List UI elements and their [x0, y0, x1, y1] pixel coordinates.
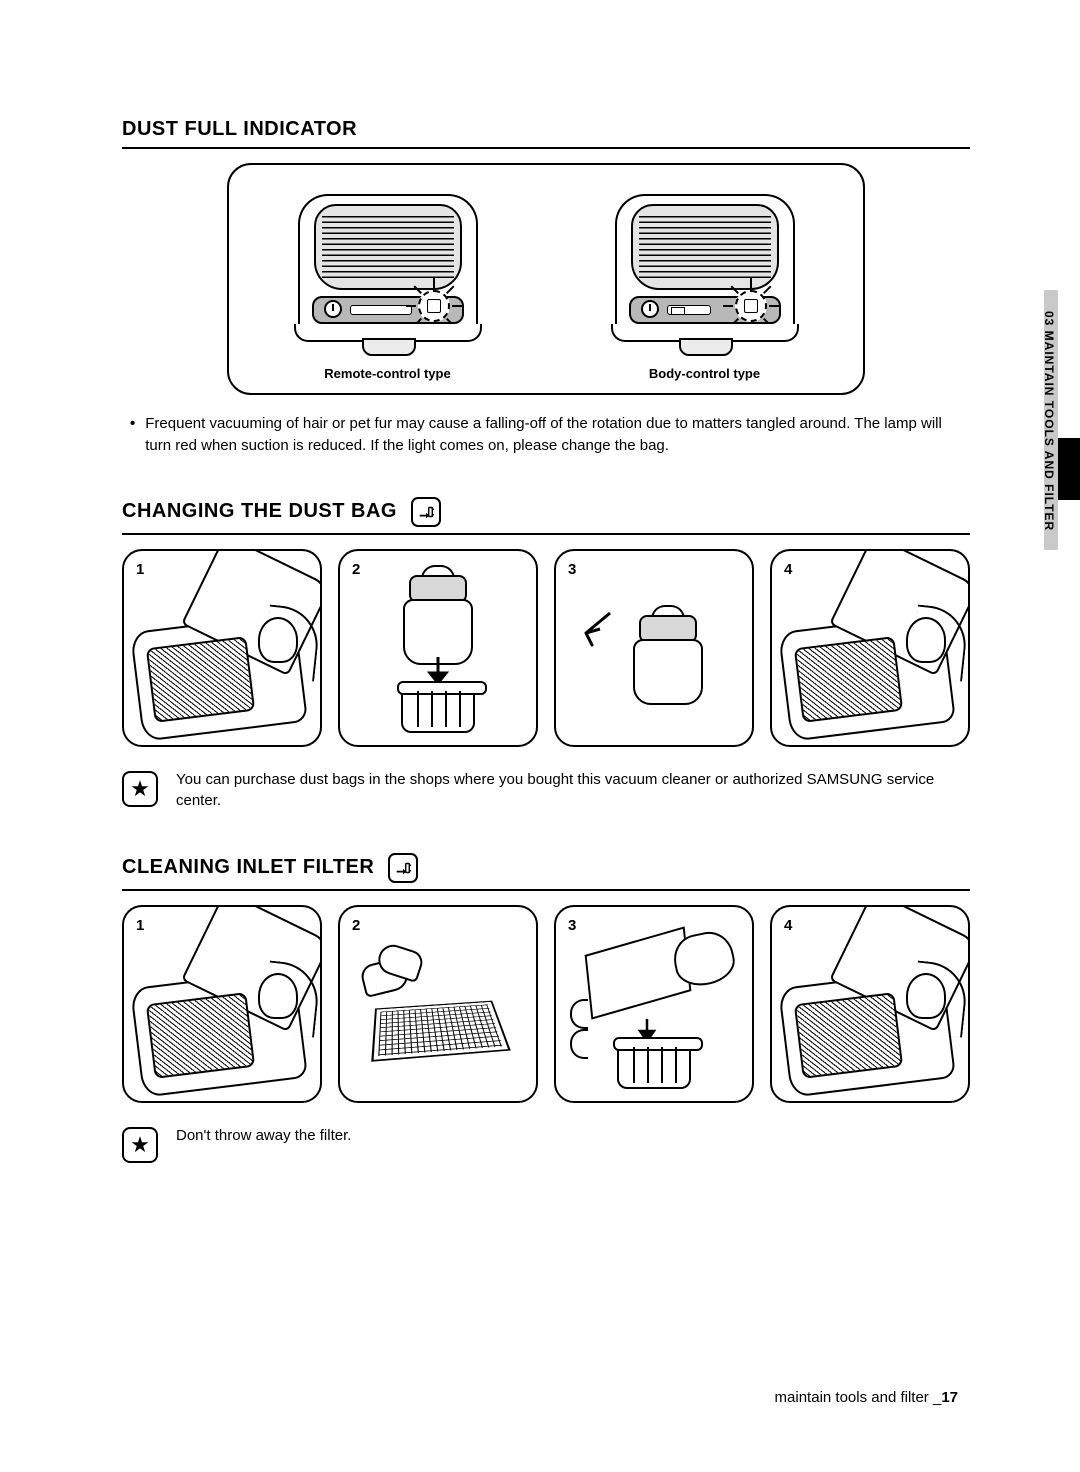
illustration-remove-bag [348, 571, 528, 737]
unplug-icon [411, 497, 441, 527]
illustration-reinsert [780, 915, 960, 1093]
star-icon: ★ [122, 1127, 158, 1163]
step-card: 4 [770, 905, 970, 1103]
note-keep-filter: ★ Don't throw away the filter. [122, 1125, 970, 1163]
illustration-open-lid [132, 559, 312, 737]
illustration-remove-filter [348, 927, 528, 1093]
section-tab-label: 03 MAINTAIN TOOLS AND FILTER [1042, 311, 1056, 531]
note-buy-bags: ★ You can purchase dust bags in the shop… [122, 769, 970, 811]
caption-remote: Remote-control type [324, 366, 450, 381]
step-card: 2 [338, 549, 538, 747]
step-card: 4 [770, 549, 970, 747]
illustration-remote-type [278, 188, 498, 358]
illustration-body-type [595, 188, 815, 358]
figure-dust-indicator: Remote-control type [227, 163, 865, 395]
illustration-shake-filter [564, 927, 744, 1093]
step-card: 1 [122, 549, 322, 747]
illustration-open [132, 915, 312, 1093]
step-card: 1 [122, 905, 322, 1103]
caption-body: Body-control type [649, 366, 760, 381]
steps-change-bag: 1 2 3 4 [122, 549, 970, 747]
page-footer: maintain tools and filter _17 [775, 1389, 958, 1406]
step-card: 3 [554, 549, 754, 747]
bullet-note: • Frequent vacuuming of hair or pet fur … [122, 413, 970, 457]
heading-change-bag: CHANGING THE DUST BAG [122, 497, 970, 527]
heading-dust-full: DUST FULL INDICATOR [122, 118, 970, 141]
step-card: 2 [338, 905, 538, 1103]
illustration-new-bag [564, 571, 744, 737]
illustration-insert-bag [780, 559, 960, 737]
step-card: 3 [554, 905, 754, 1103]
section-tab: 03 MAINTAIN TOOLS AND FILTER [1040, 290, 1080, 570]
heading-inlet-filter: CLEANING INLET FILTER [122, 853, 970, 883]
unplug-icon [388, 853, 418, 883]
steps-inlet-filter: 1 2 3 4 [122, 905, 970, 1103]
star-icon: ★ [122, 771, 158, 807]
